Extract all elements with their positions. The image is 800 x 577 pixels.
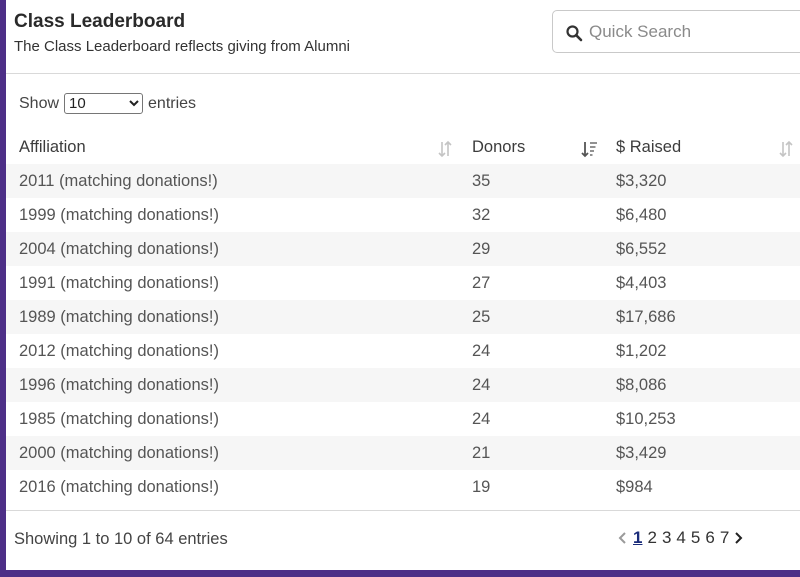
affiliation-link[interactable]: 1985 (matching donations!) xyxy=(6,402,459,436)
affiliation-link[interactable]: 1996 (matching donations!) xyxy=(6,368,459,402)
table-row: 1991 (matching donations!) 27 $4,403 xyxy=(6,266,800,300)
card-header: Class Leaderboard The Class Leaderboard … xyxy=(6,0,800,74)
raised-cell: $6,552 xyxy=(603,232,800,266)
leaderboard-card: Class Leaderboard The Class Leaderboard … xyxy=(6,0,800,570)
donors-cell: 24 xyxy=(459,402,603,436)
page-link[interactable]: 2 xyxy=(647,528,657,547)
chevron-left-icon[interactable] xyxy=(618,531,627,545)
page-link-current[interactable]: 1 xyxy=(633,528,643,547)
column-header-raised[interactable]: $ Raised xyxy=(603,131,800,164)
entries-label: entries xyxy=(148,94,197,112)
page-link[interactable]: 5 xyxy=(690,528,701,547)
column-label-donors: Donors xyxy=(472,138,526,156)
affiliation-link[interactable]: 2011 (matching donations!) xyxy=(6,164,459,198)
donors-cell: 24 xyxy=(459,334,603,368)
raised-cell: $3,429 xyxy=(603,436,800,470)
table-row: 2000 (matching donations!) 21 $3,429 xyxy=(6,436,800,470)
page-link[interactable]: 3 xyxy=(661,528,672,547)
donors-cell: 21 xyxy=(459,436,603,470)
raised-cell: $17,686 xyxy=(603,300,800,334)
affiliation-link[interactable]: 2004 (matching donations!) xyxy=(6,232,459,266)
page-link[interactable]: 6 xyxy=(705,528,715,547)
donors-cell: 24 xyxy=(459,368,603,402)
page-subtitle: The Class Leaderboard reflects giving fr… xyxy=(14,38,350,55)
table-row: 2012 (matching donations!) 24 $1,202 xyxy=(6,334,800,368)
table-row: 1999 (matching donations!) 32 $6,480 xyxy=(6,198,800,232)
search-input[interactable] xyxy=(589,19,799,45)
donors-cell: 35 xyxy=(459,164,603,198)
raised-cell: $4,403 xyxy=(603,266,800,300)
donors-cell: 27 xyxy=(459,266,603,300)
column-header-donors[interactable]: Donors xyxy=(459,131,603,164)
table-row: 1989 (matching donations!) 25 $17,686 xyxy=(6,300,800,334)
column-label-affiliation: Affiliation xyxy=(19,138,86,156)
raised-cell: $8,086 xyxy=(603,368,800,402)
entries-info: Showing 1 to 10 of 64 entries xyxy=(14,530,228,548)
column-label-raised: $ Raised xyxy=(616,138,682,156)
table-footer: Showing 1 to 10 of 64 entries 1 2 3 4 5 … xyxy=(6,510,800,570)
affiliation-link[interactable]: 2000 (matching donations!) xyxy=(6,436,459,470)
donors-cell: 32 xyxy=(459,198,603,232)
affiliation-link[interactable]: 2012 (matching donations!) xyxy=(6,334,459,368)
donors-cell: 25 xyxy=(459,300,603,334)
affiliation-link[interactable]: 1989 (matching donations!) xyxy=(6,300,459,334)
entries-length-control: Show 10 entries xyxy=(19,93,196,114)
page-link[interactable]: 7 xyxy=(719,528,730,547)
table-row: 2004 (matching donations!) 29 $6,552 xyxy=(6,232,800,266)
table-header-row: Affiliation Donors xyxy=(6,131,800,164)
sort-both-icon xyxy=(438,140,452,158)
raised-cell: $984 xyxy=(603,470,800,504)
leaderboard-table: Affiliation Donors xyxy=(6,131,800,504)
entries-select[interactable]: 10 xyxy=(64,93,144,114)
chevron-right-icon[interactable] xyxy=(734,531,743,545)
raised-cell: $3,320 xyxy=(603,164,800,198)
search-box[interactable] xyxy=(552,10,800,53)
table-row: 2011 (matching donations!) 35 $3,320 xyxy=(6,164,800,198)
affiliation-link[interactable]: 1999 (matching donations!) xyxy=(6,198,459,232)
show-label: Show xyxy=(19,94,60,112)
sort-both-icon xyxy=(779,140,793,158)
affiliation-link[interactable]: 1991 (matching donations!) xyxy=(6,266,459,300)
raised-cell: $10,253 xyxy=(603,402,800,436)
donors-cell: 29 xyxy=(459,232,603,266)
donors-cell: 19 xyxy=(459,470,603,504)
pagination: 1 2 3 4 5 6 7 xyxy=(618,528,749,548)
sort-descending-icon xyxy=(581,142,597,158)
search-icon xyxy=(566,25,583,42)
table-row: 1996 (matching donations!) 24 $8,086 xyxy=(6,368,800,402)
raised-cell: $6,480 xyxy=(603,198,800,232)
raised-cell: $1,202 xyxy=(603,334,800,368)
page-link[interactable]: 4 xyxy=(676,528,686,547)
page-title: Class Leaderboard xyxy=(14,11,186,32)
column-header-affiliation[interactable]: Affiliation xyxy=(6,131,459,164)
table-row: 1985 (matching donations!) 24 $10,253 xyxy=(6,402,800,436)
table-row: 2016 (matching donations!) 19 $984 xyxy=(6,470,800,504)
affiliation-link[interactable]: 2016 (matching donations!) xyxy=(6,470,459,504)
